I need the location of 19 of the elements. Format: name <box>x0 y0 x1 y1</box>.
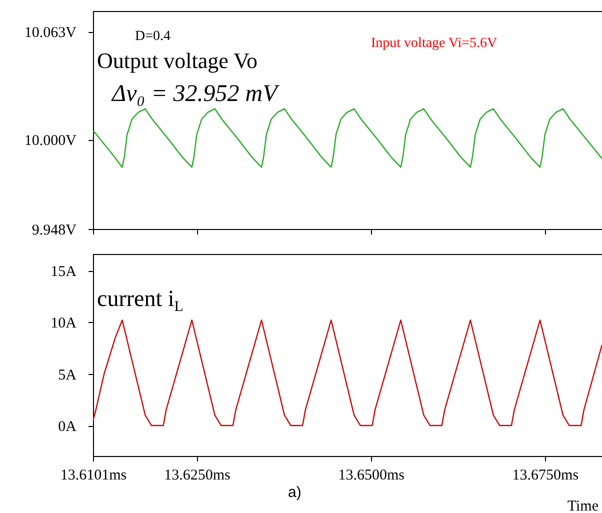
y-tick-label: 9.948V <box>32 222 77 238</box>
y-tick-label: 10.063V <box>24 25 77 42</box>
y-tick-label: 0A <box>58 419 77 436</box>
x-axis-title: Time <box>567 498 599 513</box>
annotation: Δv₀ = 32.952 mV <box>111 81 280 107</box>
x-tick-label: 13.6250ms <box>164 468 231 484</box>
line-series <box>93 320 602 426</box>
annotation: Input voltage Vi=5.6V <box>371 36 498 51</box>
x-tick-label: 13.6101ms <box>60 468 127 484</box>
y-tick-label: 10A <box>50 316 77 332</box>
y-tick-label: 15A <box>50 264 77 280</box>
x-tick-label: 13.6750ms <box>512 468 579 484</box>
annotation: Output voltage Vo <box>97 48 258 73</box>
y-tick-label: 10.000V <box>24 133 77 150</box>
annotation: D=0.4 <box>135 29 171 44</box>
x-tick-label: 13.6500ms <box>338 468 405 484</box>
line-series <box>93 108 602 168</box>
text: a) <box>288 484 302 501</box>
y-tick-label: 5A <box>58 367 77 384</box>
